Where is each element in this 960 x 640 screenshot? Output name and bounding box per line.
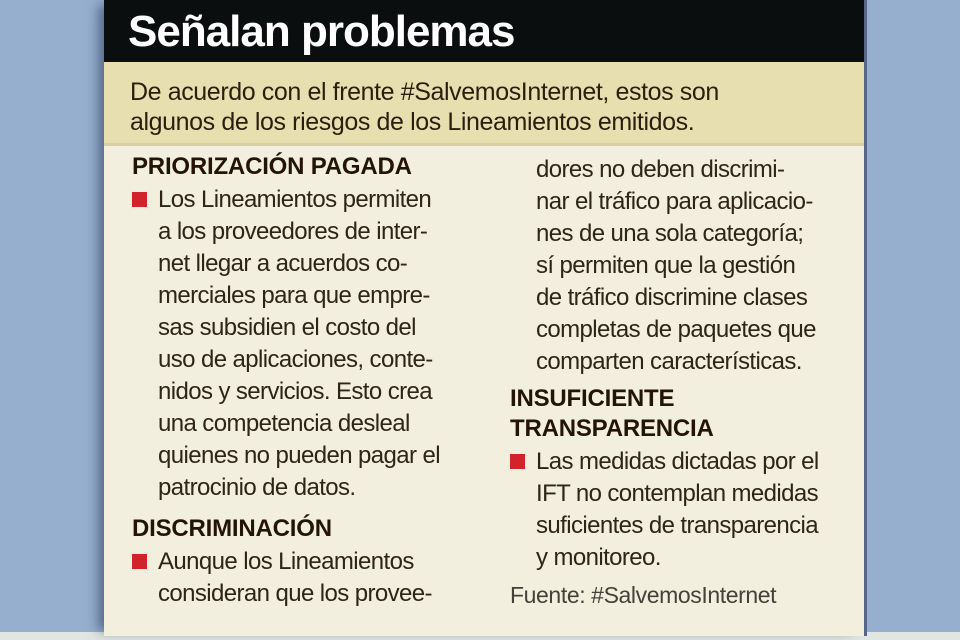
bullet-text: Los Lineamientos permiten a los proveedo… (158, 186, 441, 501)
header-bar: Señalan problemas (104, 0, 864, 62)
bottom-strip (0, 632, 960, 640)
intro-text: De acuerdo con el frente #SalvemosIntern… (130, 78, 719, 136)
intro-box: De acuerdo con el frente #SalvemosIntern… (104, 62, 864, 146)
bullet-text: Aunque los Lineamientos consideran que l… (158, 548, 433, 607)
bullet-text: Las medidas dictadas por el IFT no conte… (536, 448, 819, 571)
bullet-square-icon (132, 192, 147, 207)
bullet-text-continuation: dores no deben discrimi- nar el tráfico … (536, 156, 816, 375)
column-right: dores no deben discrimi- nar el tráfico … (510, 152, 860, 608)
section-heading-insuficiente-transparencia: INSUFICIENTE TRANSPARENCIA (510, 385, 714, 442)
infographic-card: Señalan problemas De acuerdo con el fren… (104, 0, 867, 636)
list-item: Los Lineamientos permiten a los proveedo… (132, 184, 492, 504)
content-area: PRIORIZACIÓN PAGADA Los Lineamientos per… (104, 146, 864, 636)
section-heading-priorizacion-pagada: PRIORIZACIÓN PAGADA (132, 153, 412, 180)
source-credit: Fuente: #SalvemosInternet (510, 582, 777, 608)
list-item: Aunque los Lineamientos consideran que l… (132, 546, 492, 610)
column-left: PRIORIZACIÓN PAGADA Los Lineamientos per… (132, 152, 492, 610)
list-item: Las medidas dictadas por el IFT no conte… (510, 446, 860, 574)
section-heading-discriminacion: DISCRIMINACIÓN (132, 515, 332, 542)
bullet-square-icon (132, 554, 147, 569)
page-title: Señalan problemas (128, 7, 515, 56)
bullet-square-icon (510, 454, 525, 469)
